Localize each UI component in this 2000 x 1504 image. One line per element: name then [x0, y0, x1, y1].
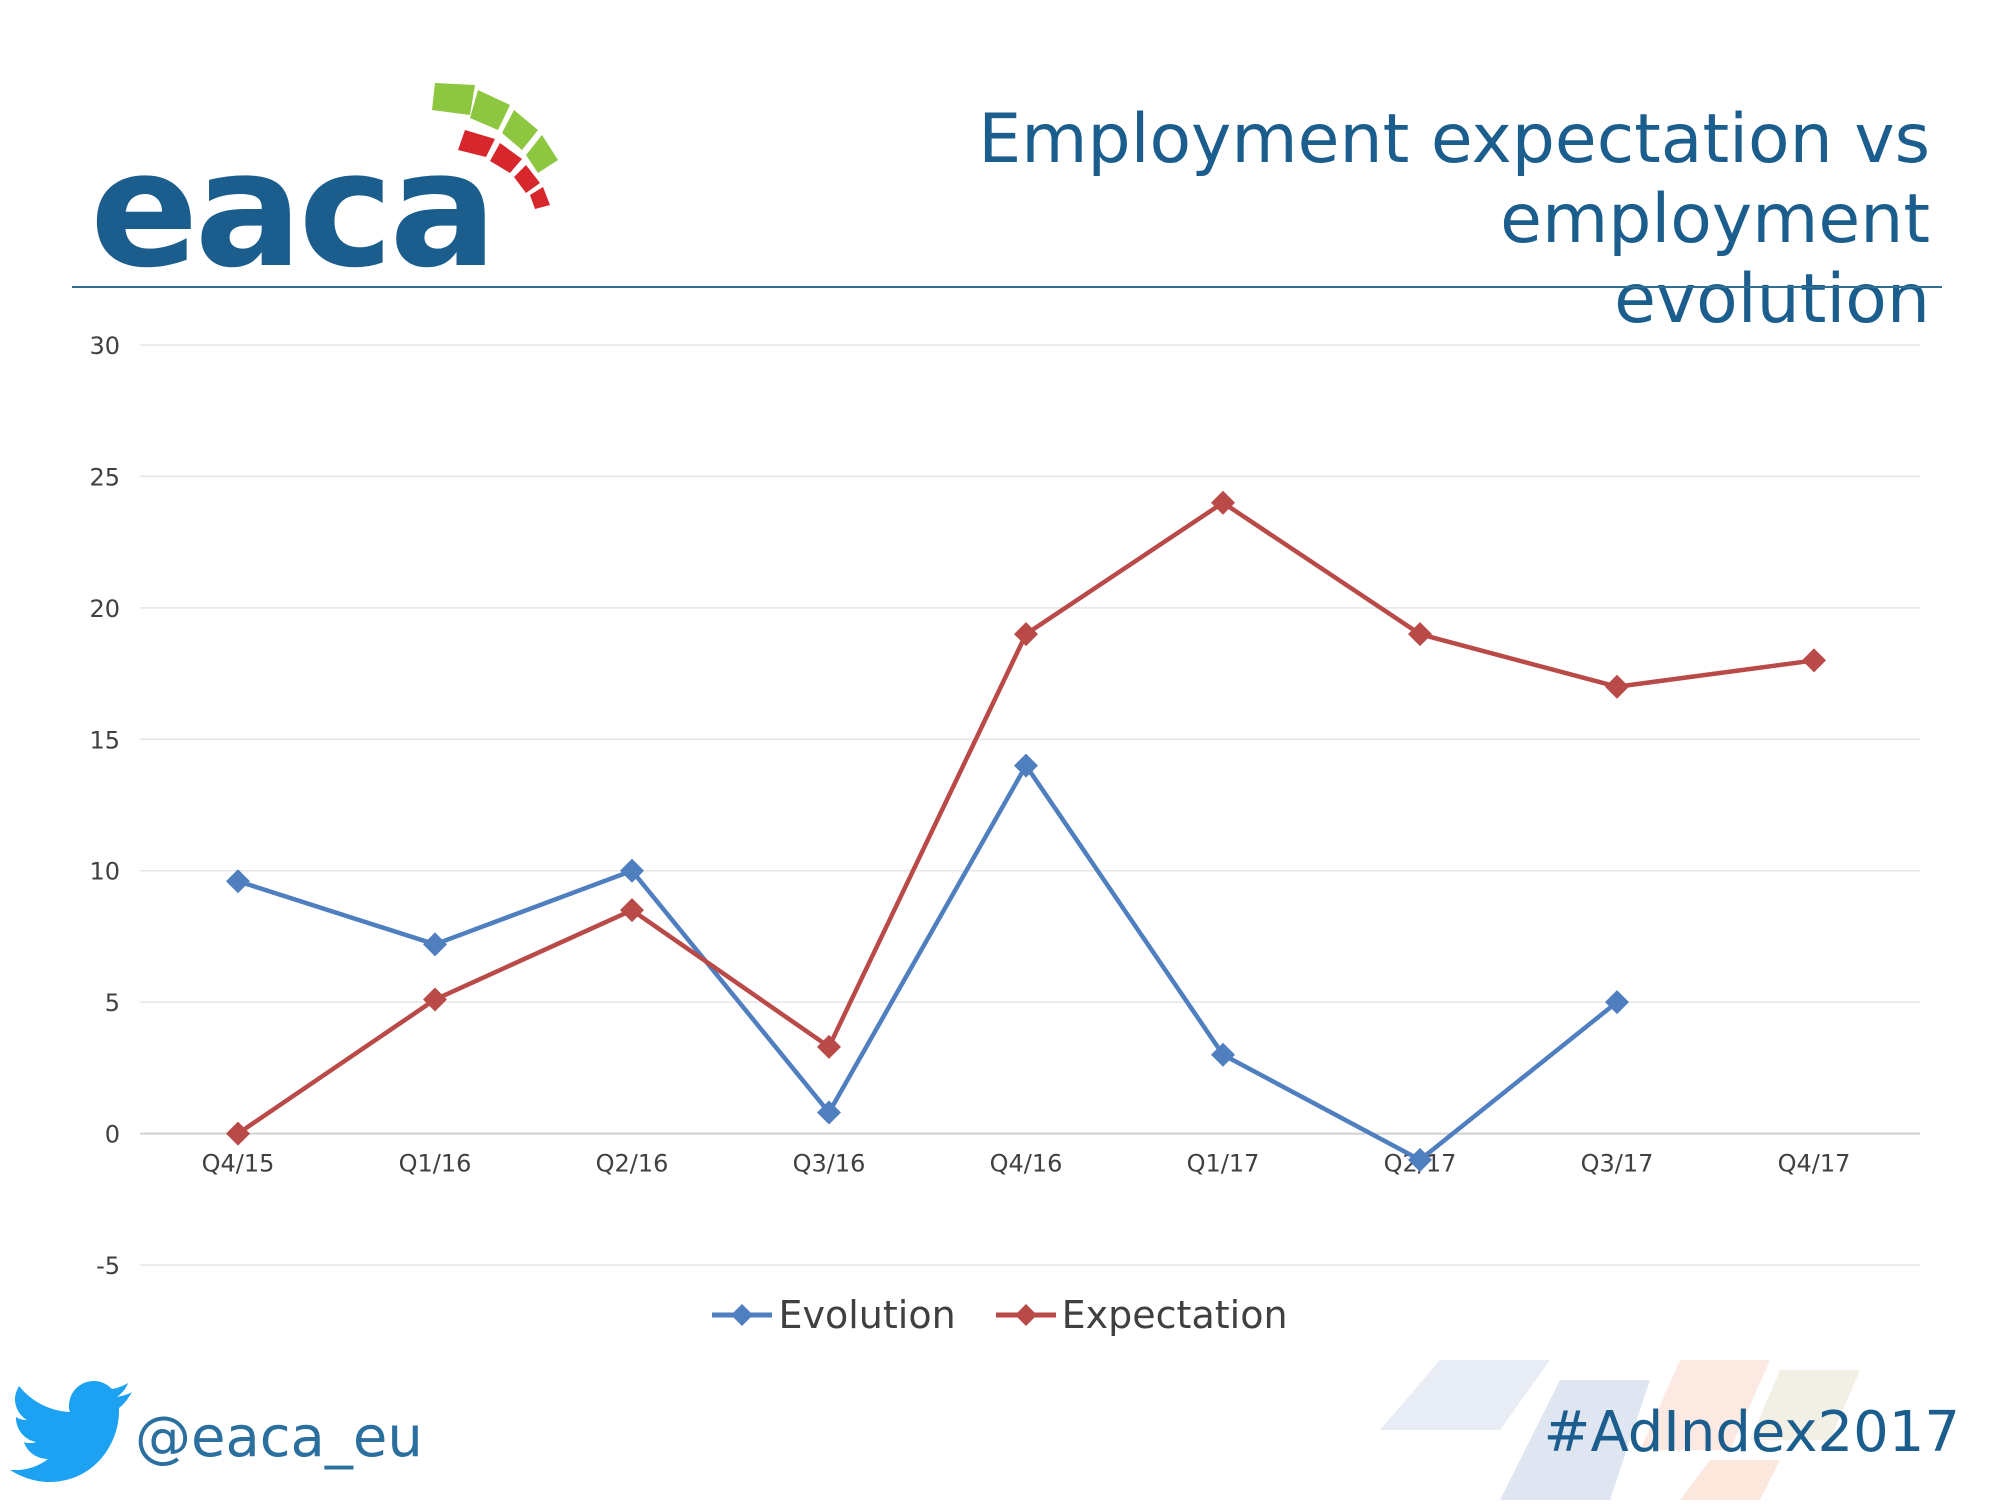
y-tick-label: 20 — [89, 595, 120, 623]
data-point-evolution — [226, 869, 250, 894]
data-point-expectation — [1605, 674, 1629, 699]
logo-text: eaca — [90, 116, 493, 275]
x-tick-label: Q1/16 — [399, 1150, 472, 1178]
legend-item-expectation: Expectation — [995, 1293, 1288, 1337]
x-tick-label: Q4/15 — [202, 1150, 275, 1178]
logo-arc-blocks — [432, 83, 558, 209]
decorative-watermark — [1380, 1360, 1940, 1500]
diamond-marker-icon — [731, 1304, 754, 1326]
data-point-evolution — [620, 858, 644, 883]
diamond-marker-icon — [1014, 1304, 1037, 1326]
x-tick-label: Q1/17 — [1187, 1150, 1260, 1178]
y-tick-label: 5 — [105, 989, 120, 1017]
y-tick-label: 15 — [89, 726, 120, 754]
x-tick-label: Q3/16 — [793, 1150, 866, 1178]
header-divider — [72, 286, 1942, 288]
data-point-expectation — [1802, 648, 1826, 673]
series-line-evolution — [237, 763, 1619, 1163]
data-point-expectation — [1014, 622, 1038, 647]
y-tick-label: 0 — [105, 1121, 120, 1149]
legend-item-evolution: Evolution — [712, 1293, 956, 1337]
hashtag: #AdIndex2017 — [1543, 1400, 1960, 1465]
x-tick-label: Q2/16 — [596, 1150, 669, 1178]
y-tick-label: -5 — [96, 1252, 120, 1280]
data-point-evolution — [1014, 753, 1038, 778]
data-point-expectation — [1211, 490, 1235, 515]
chart-canvas: -5 0 5 10 15 20 25 30 Q4/15 Q1/16 Q2/16 Q3/16 Q4/16 Q… — [89, 332, 1920, 1280]
twitter-handle[interactable]: @eaca_eu — [135, 1405, 423, 1470]
data-point-evolution — [817, 1100, 841, 1125]
eaca-logo: eaca — [90, 75, 580, 303]
twitter-bird-icon[interactable] — [10, 1380, 135, 1485]
title-line-2: evolution — [1614, 260, 1930, 339]
legend-swatch-evolution — [712, 1304, 773, 1326]
data-point-evolution — [1211, 1042, 1235, 1067]
legend-label-expectation: Expectation — [1061, 1293, 1288, 1337]
line-chart: -5 0 5 10 15 20 25 30 Q4/15 Q1/16 Q2/16 Q3/16 Q4/16 Q… — [70, 300, 1950, 1360]
y-tick-label: 10 — [89, 858, 120, 886]
data-point-expectation — [423, 987, 447, 1012]
x-tick-label: Q4/17 — [1778, 1150, 1851, 1178]
legend-label-evolution: Evolution — [778, 1293, 956, 1337]
series-line-expectation — [236, 500, 1815, 1136]
data-point-evolution — [1605, 990, 1629, 1015]
legend-swatch-expectation — [995, 1304, 1056, 1326]
page-title: Employment expectation vs employment evo… — [530, 100, 1930, 340]
chart-legend: Evolution Expectation — [0, 1285, 2000, 1345]
x-tick-label: Q3/17 — [1581, 1150, 1654, 1178]
data-point-evolution — [423, 932, 447, 957]
data-point-expectation — [1408, 622, 1432, 647]
data-point-expectation — [817, 1034, 841, 1059]
data-point-expectation — [226, 1121, 250, 1146]
title-line-1: Employment expectation vs employment — [978, 100, 1930, 259]
x-tick-label: Q4/16 — [990, 1150, 1063, 1178]
y-tick-label: 30 — [89, 332, 120, 360]
data-point-evolution — [1408, 1147, 1432, 1172]
y-tick-label: 25 — [89, 463, 120, 491]
data-point-expectation — [620, 898, 644, 923]
